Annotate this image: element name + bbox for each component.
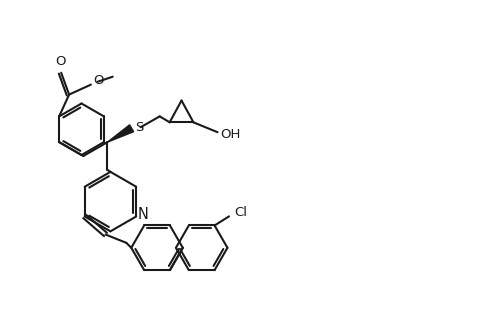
Text: O: O: [55, 55, 66, 68]
Text: S: S: [136, 121, 144, 134]
Polygon shape: [108, 125, 134, 142]
Text: O: O: [93, 74, 104, 87]
Text: OH: OH: [220, 128, 241, 141]
Text: Cl: Cl: [234, 206, 247, 219]
Text: N: N: [138, 207, 148, 221]
